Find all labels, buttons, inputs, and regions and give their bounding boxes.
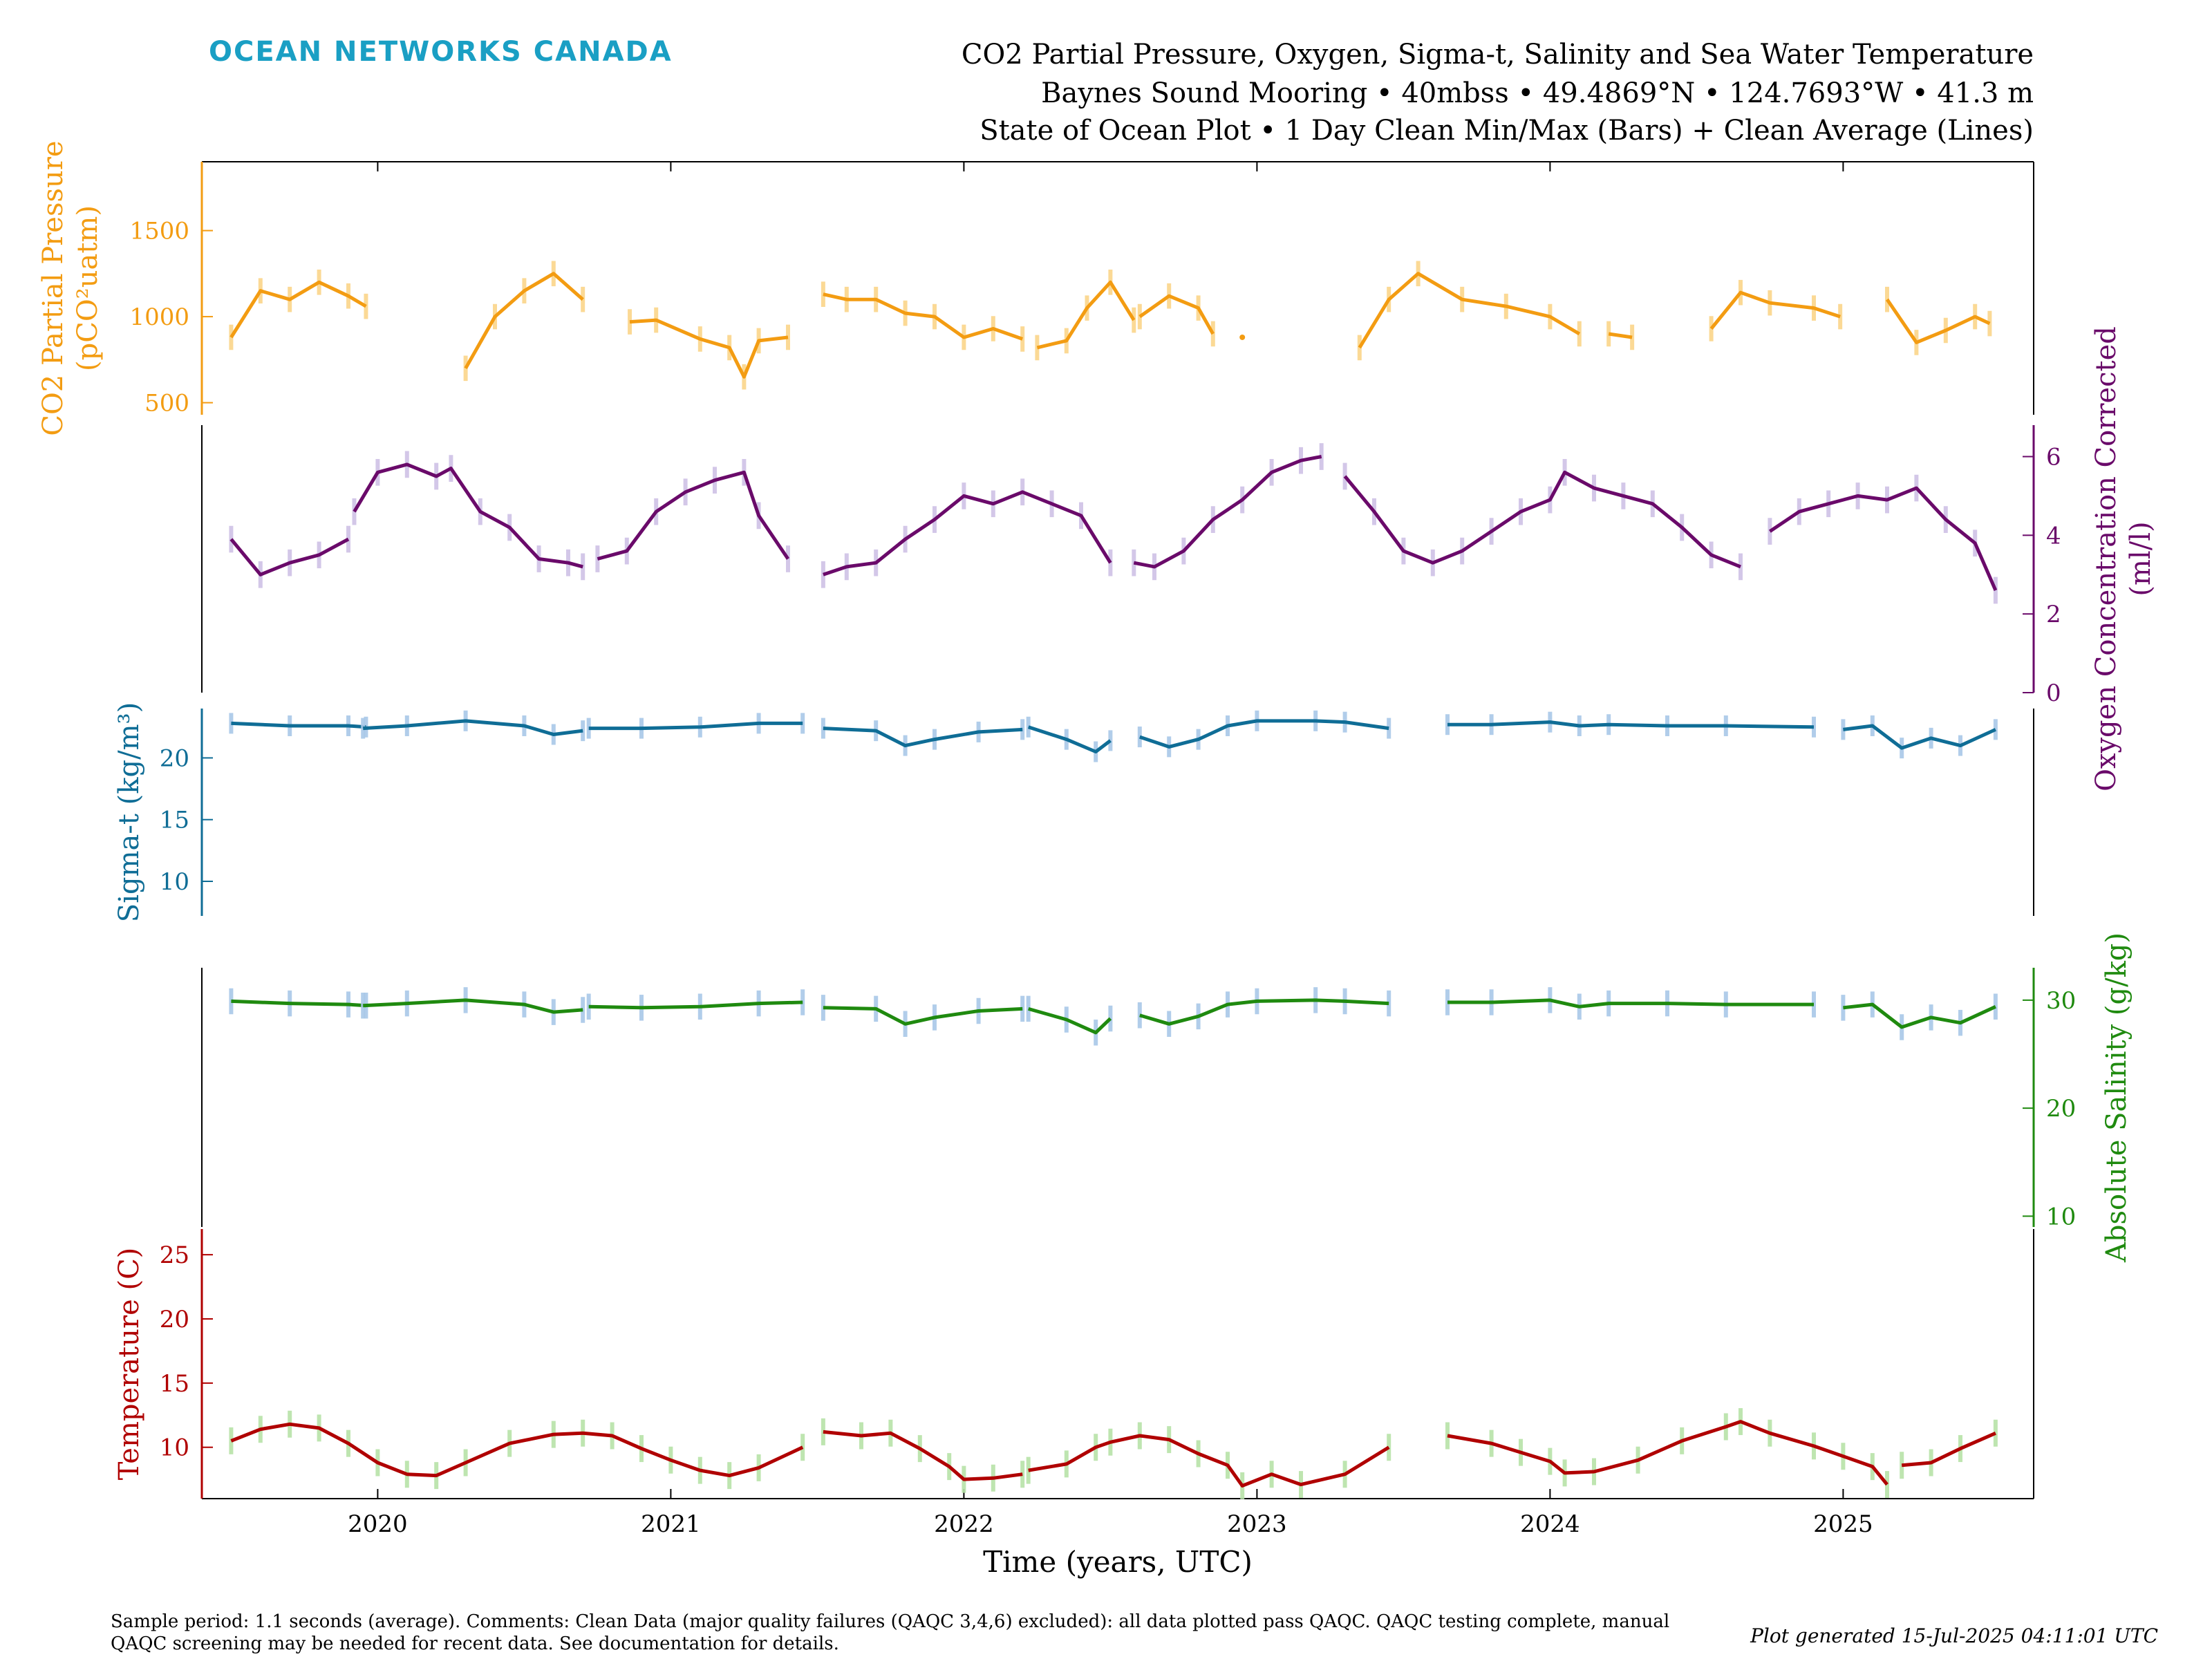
x-tick-label: 2023 xyxy=(1227,1510,1287,1538)
co2-average-line xyxy=(229,280,367,339)
salinity-average-line xyxy=(823,1006,1023,1026)
oxygen-y-tick-label: 0 xyxy=(2046,679,2061,707)
salinity-average-line xyxy=(1139,998,1389,1026)
salinity-y-axis-label: Absolute Salinity (g/kg) xyxy=(2101,932,2133,1263)
sigma-average-line xyxy=(823,727,1023,748)
oxygen-average-line xyxy=(353,462,583,569)
co2-y-tick-label: 500 xyxy=(144,390,189,418)
co2-y-tick-label: 1500 xyxy=(129,218,189,245)
salinity-average-line xyxy=(1843,1002,1996,1029)
co2-average-line xyxy=(1608,332,1633,339)
oxygen-average-line xyxy=(1133,455,1322,569)
x-axis-label: Time (years, UTC) xyxy=(983,1545,1253,1579)
oxygen-average-line xyxy=(597,470,790,561)
co2-average-line xyxy=(464,272,584,370)
salinity-average-line xyxy=(1028,1006,1112,1035)
salinity-average-line xyxy=(1447,998,1814,1009)
sigma-average-line xyxy=(231,721,366,729)
brand-logo: OCEAN NETWORKS CANADA xyxy=(209,36,673,68)
co2-point xyxy=(1239,334,1246,340)
sigma-y-tick-label: 20 xyxy=(160,744,189,772)
co2-y-tick-label: 1000 xyxy=(129,303,189,331)
salinity-average-line xyxy=(363,998,583,1014)
oxygen-y-tick-label: 6 xyxy=(2046,444,2061,471)
co2-average-line xyxy=(1885,298,1991,344)
co2-y-axis-label: CO2 Partial Pressure xyxy=(37,140,69,435)
temperature-y-tick-label: 20 xyxy=(160,1306,189,1333)
sigma-average-line xyxy=(1027,725,1112,753)
salinity-average-line xyxy=(588,1000,803,1010)
chart-subtitle-location: Baynes Sound Mooring • 40mbss • 49.4869°… xyxy=(1041,77,2034,109)
co2-y-axis-label-units: (pCO²uatm) xyxy=(72,205,104,371)
sigma-average-line xyxy=(363,719,583,736)
temperature-average-line xyxy=(1901,1432,1996,1468)
x-tick-label: 2025 xyxy=(1813,1510,1873,1538)
co2-average-line xyxy=(629,318,789,379)
oxygen-y-axis-label: Oxygen Concentration Corrected xyxy=(2090,326,2122,791)
salinity-y-tick-label: 30 xyxy=(2046,987,2076,1015)
generated-timestamp: Plot generated 15-Jul-2025 04:11:01 UTC xyxy=(1750,1624,2158,1647)
co2-average-line xyxy=(823,292,1024,341)
x-tick-label: 2022 xyxy=(934,1510,994,1538)
salinity-average-line xyxy=(231,999,366,1008)
co2-average-line xyxy=(1709,290,1841,330)
salinity-y-tick-label: 10 xyxy=(2046,1203,2076,1230)
sigma-y-tick-label: 10 xyxy=(160,868,189,896)
temperature-average-line xyxy=(1447,1420,1888,1486)
salinity-y-tick-label: 20 xyxy=(2046,1095,2076,1123)
sigma-average-line xyxy=(588,721,803,731)
x-tick-label: 2020 xyxy=(348,1510,408,1538)
temperature-average-line xyxy=(1028,1434,1390,1488)
footer-note: Sample period: 1.1 seconds (average). Co… xyxy=(111,1611,1670,1654)
sigma-average-line xyxy=(1843,724,1996,750)
temperature-average-line xyxy=(823,1430,1023,1481)
co2-average-line xyxy=(1358,272,1581,349)
oxygen-average-line xyxy=(1343,470,1741,569)
sigma-y-tick-label: 15 xyxy=(160,807,189,834)
sigma-average-line xyxy=(1139,719,1389,749)
chart-title: CO2 Partial Pressure, Oxygen, Sigma-t, S… xyxy=(961,39,2034,71)
sigma-y-axis-label: Sigma-t (kg/m³) xyxy=(113,702,145,922)
sigma-average-line xyxy=(1447,720,1815,729)
oxygen-average-line xyxy=(823,490,1112,577)
oxygen-y-tick-label: 2 xyxy=(2046,601,2061,628)
temperature-y-axis-label: Temperature (C) xyxy=(113,1248,145,1481)
co2-average-line xyxy=(1036,280,1136,350)
oxygen-average-line xyxy=(1769,486,1998,591)
temperature-y-tick-label: 10 xyxy=(160,1434,189,1462)
temperature-y-tick-label: 15 xyxy=(160,1370,189,1398)
temperature-y-tick-label: 25 xyxy=(160,1241,189,1269)
oxygen-average-line xyxy=(229,537,350,577)
temperature-average-line xyxy=(230,1422,804,1478)
x-tick-label: 2024 xyxy=(1520,1510,1580,1538)
oxygen-y-tick-label: 4 xyxy=(2046,522,2061,550)
oxygen-y-axis-label-units: (ml/l) xyxy=(2125,521,2157,596)
co2-average-line xyxy=(1138,294,1215,335)
x-tick-label: 2021 xyxy=(641,1510,701,1538)
chart-subtitle-plot-type: State of Ocean Plot • 1 Day Clean Min/Ma… xyxy=(980,115,2034,147)
